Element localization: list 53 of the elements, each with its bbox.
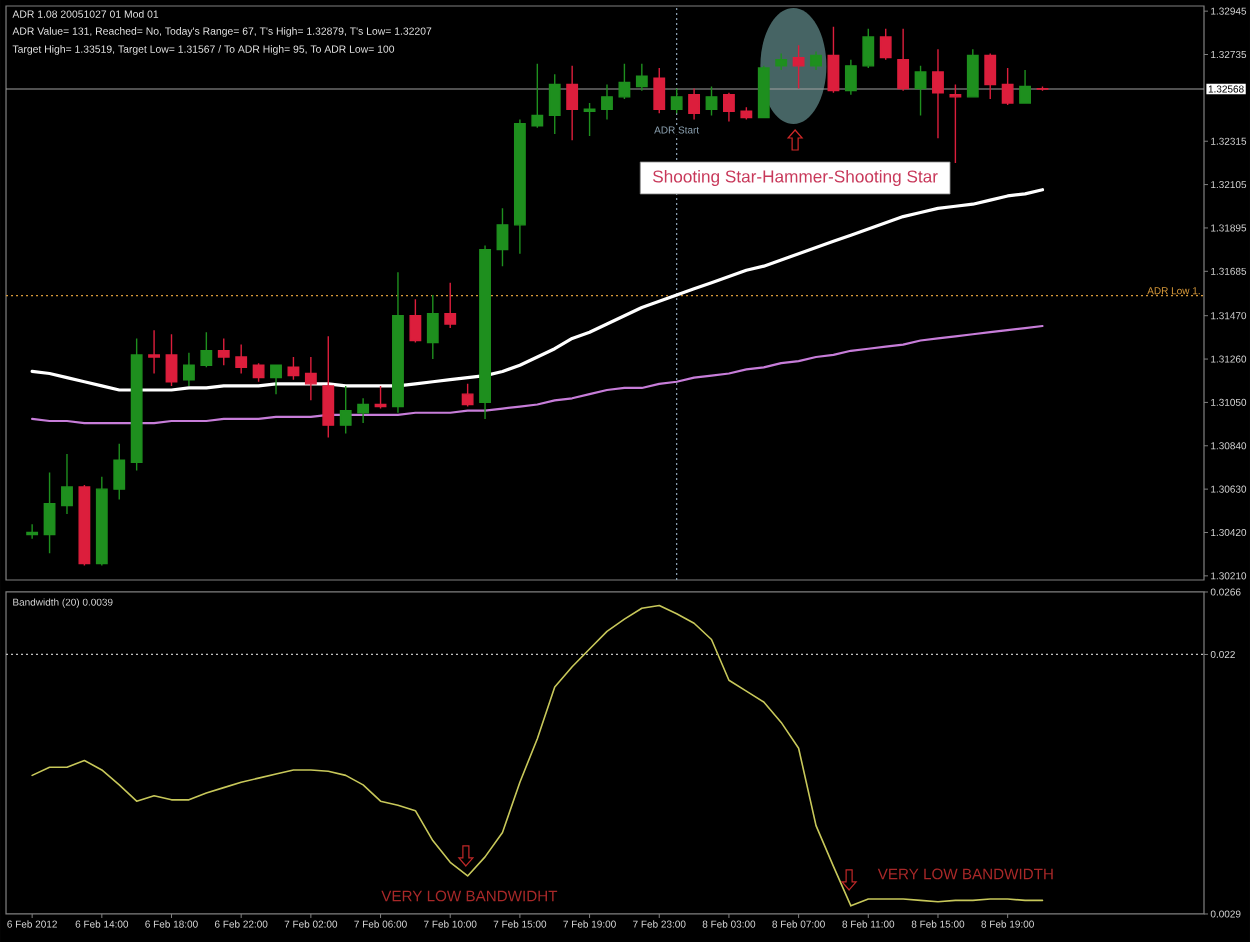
candlestick bbox=[78, 484, 91, 567]
candlestick bbox=[26, 523, 39, 540]
candlestick bbox=[252, 362, 265, 383]
candlestick bbox=[827, 25, 840, 94]
candlestick bbox=[723, 92, 735, 123]
candlestick bbox=[426, 294, 439, 360]
candlestick bbox=[566, 65, 579, 141]
candlestick bbox=[1036, 85, 1049, 92]
candlestick bbox=[670, 87, 683, 115]
candlestick bbox=[601, 83, 613, 121]
candlestick bbox=[688, 87, 701, 121]
candlestick bbox=[496, 207, 509, 267]
candlestick bbox=[130, 337, 143, 472]
candlestick bbox=[61, 453, 73, 515]
candlestick bbox=[966, 48, 979, 98]
candlestick bbox=[270, 364, 282, 395]
candlestick bbox=[653, 67, 666, 115]
candlestick bbox=[392, 271, 404, 414]
candlestick bbox=[217, 337, 230, 366]
candlestick bbox=[618, 63, 631, 100]
candlestick bbox=[235, 343, 248, 375]
annotation: Shooting Star-Hammer-Shooting Star bbox=[653, 169, 938, 187]
candlestick bbox=[862, 28, 875, 69]
candlestick bbox=[635, 63, 648, 92]
candlestick bbox=[844, 58, 857, 96]
candlestick bbox=[1019, 69, 1031, 104]
candlestick bbox=[444, 281, 457, 329]
candlestick bbox=[461, 383, 474, 408]
candlestick bbox=[757, 65, 770, 119]
candlestick bbox=[792, 44, 805, 90]
candlestick bbox=[932, 48, 944, 139]
candlestick bbox=[513, 118, 526, 255]
candlestick bbox=[95, 476, 108, 567]
candlestick bbox=[479, 244, 491, 420]
candlestick bbox=[984, 52, 997, 100]
candlestick bbox=[409, 298, 422, 344]
candlestick bbox=[183, 352, 195, 387]
candlestick bbox=[897, 28, 910, 92]
candlestick bbox=[148, 329, 161, 375]
candlestick bbox=[304, 356, 317, 402]
candlestick bbox=[548, 73, 561, 135]
candlestick bbox=[113, 443, 126, 501]
candlestick bbox=[775, 52, 788, 71]
candlestick bbox=[200, 331, 213, 369]
candlestick bbox=[339, 385, 352, 435]
candlestick bbox=[740, 106, 753, 121]
candlestick bbox=[322, 335, 335, 439]
candlestick bbox=[810, 50, 822, 71]
candlestick bbox=[879, 28, 892, 61]
candlestick bbox=[357, 397, 370, 424]
candlestick bbox=[165, 333, 178, 387]
candlestick bbox=[1001, 67, 1014, 106]
candlestick bbox=[705, 85, 718, 117]
